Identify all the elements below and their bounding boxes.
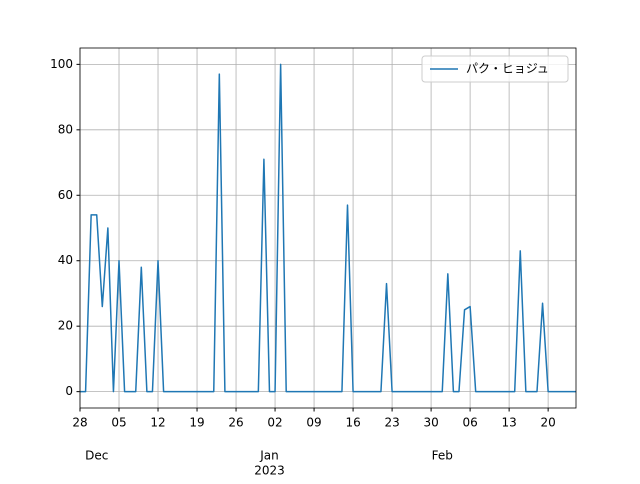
- year-label: 2023: [254, 464, 285, 478]
- month-label: Feb: [432, 449, 453, 463]
- x-tick-label: 20: [540, 416, 555, 430]
- x-tick-label: 12: [150, 416, 165, 430]
- y-tick-label: 0: [65, 384, 73, 398]
- y-tick-label: 40: [58, 253, 73, 267]
- month-label: Jan: [259, 449, 279, 463]
- x-tick-label: 02: [267, 416, 282, 430]
- legend-box: [421, 55, 569, 83]
- x-tick-label: 06: [462, 416, 477, 430]
- x-tick-label: 23: [384, 416, 399, 430]
- y-tick-label: 60: [58, 188, 73, 202]
- x-tick-label: 28: [72, 416, 87, 430]
- y-tick-label: 20: [58, 319, 73, 333]
- x-tick-label: 16: [345, 416, 360, 430]
- x-tick-label: 19: [189, 416, 204, 430]
- y-tick-label: 100: [50, 57, 73, 71]
- legend-label: パク・ヒョジュ: [466, 62, 549, 76]
- axes-frame: [79, 47, 577, 409]
- x-tick-label: 30: [423, 416, 438, 430]
- x-tick-label: 09: [306, 416, 321, 430]
- line-series: [80, 63, 576, 393]
- x-tick-label: 26: [228, 416, 243, 430]
- x-tick-label: 05: [111, 416, 126, 430]
- y-tick-label: 80: [58, 122, 73, 136]
- x-tick-label: 13: [501, 416, 516, 430]
- month-label: Dec: [85, 449, 108, 463]
